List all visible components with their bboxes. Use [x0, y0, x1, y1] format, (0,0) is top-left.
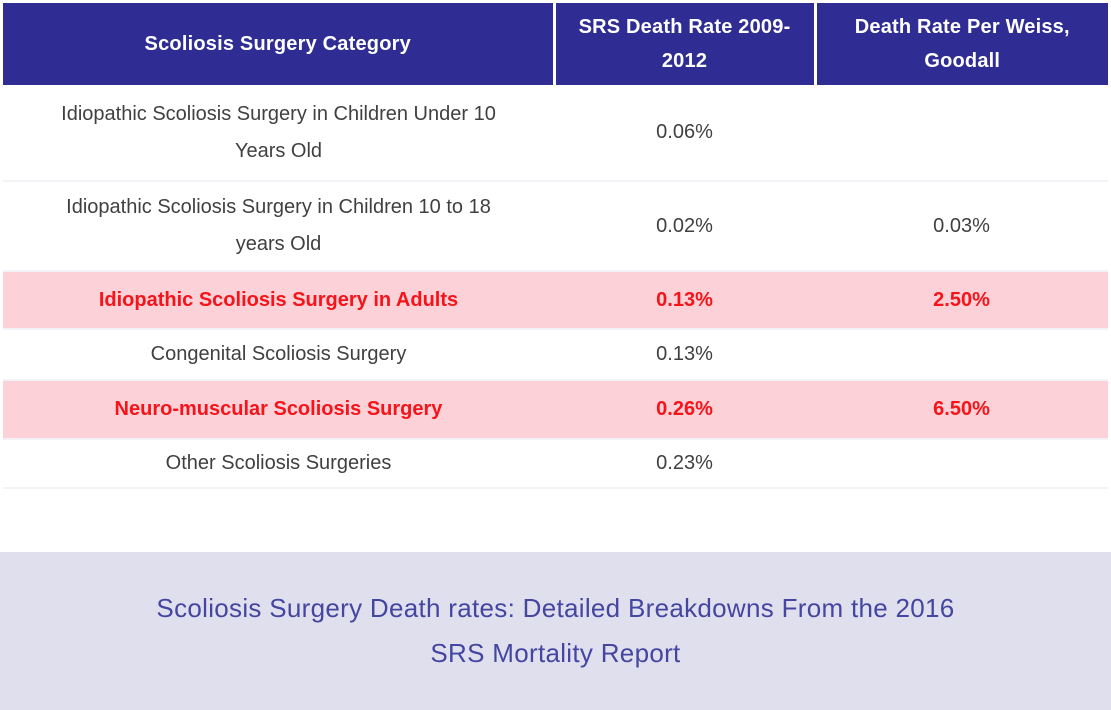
scoliosis-mortality-table: Scoliosis Surgery Category SRS Death Rat…: [3, 3, 1108, 489]
table-row-highlighted: Idiopathic Scoliosis Surgery in Adults 0…: [3, 271, 1108, 330]
cell-category: Congenital Scoliosis Surgery: [3, 329, 554, 381]
cell-srs-rate: 0.02%: [554, 181, 815, 272]
cell-category: Other Scoliosis Surgeries: [3, 439, 554, 489]
cell-category: Idiopathic Scoliosis Surgery in Adults: [3, 271, 554, 330]
table-row: Other Scoliosis Surgeries 0.23%: [3, 439, 1108, 489]
column-header-weiss-rate: Death Rate Per Weiss, Goodall: [813, 3, 1108, 85]
cell-weiss-rate: [815, 439, 1108, 489]
cell-weiss-rate: [815, 85, 1108, 182]
cell-srs-rate: 0.26%: [554, 380, 815, 440]
table-row: Congenital Scoliosis Surgery 0.13%: [3, 329, 1108, 381]
cell-category: Neuro-muscular Scoliosis Surgery: [3, 380, 554, 440]
table-row: Idiopathic Scoliosis Surgery in Children…: [3, 181, 1108, 272]
cell-srs-rate: 0.13%: [554, 271, 815, 330]
table-row-highlighted: Neuro-muscular Scoliosis Surgery 0.26% 6…: [3, 380, 1108, 440]
table-row: Idiopathic Scoliosis Surgery in Children…: [3, 85, 1108, 182]
cell-weiss-rate: 2.50%: [815, 271, 1108, 330]
cell-weiss-rate: [815, 329, 1108, 381]
cell-srs-rate: 0.06%: [554, 85, 815, 182]
table-caption: Scoliosis Surgery Death rates: Detailed …: [0, 552, 1111, 710]
cell-category: Idiopathic Scoliosis Surgery in Children…: [3, 181, 554, 272]
cell-weiss-rate: 0.03%: [815, 181, 1108, 272]
cell-srs-rate: 0.23%: [554, 439, 815, 489]
cell-srs-rate: 0.13%: [554, 329, 815, 381]
table-header-row: Scoliosis Surgery Category SRS Death Rat…: [3, 3, 1108, 85]
cell-weiss-rate: 6.50%: [815, 380, 1108, 440]
column-header-srs-rate: SRS Death Rate 2009- 2012: [552, 3, 815, 85]
column-header-category: Scoliosis Surgery Category: [3, 3, 554, 85]
cell-category: Idiopathic Scoliosis Surgery in Children…: [3, 85, 554, 182]
